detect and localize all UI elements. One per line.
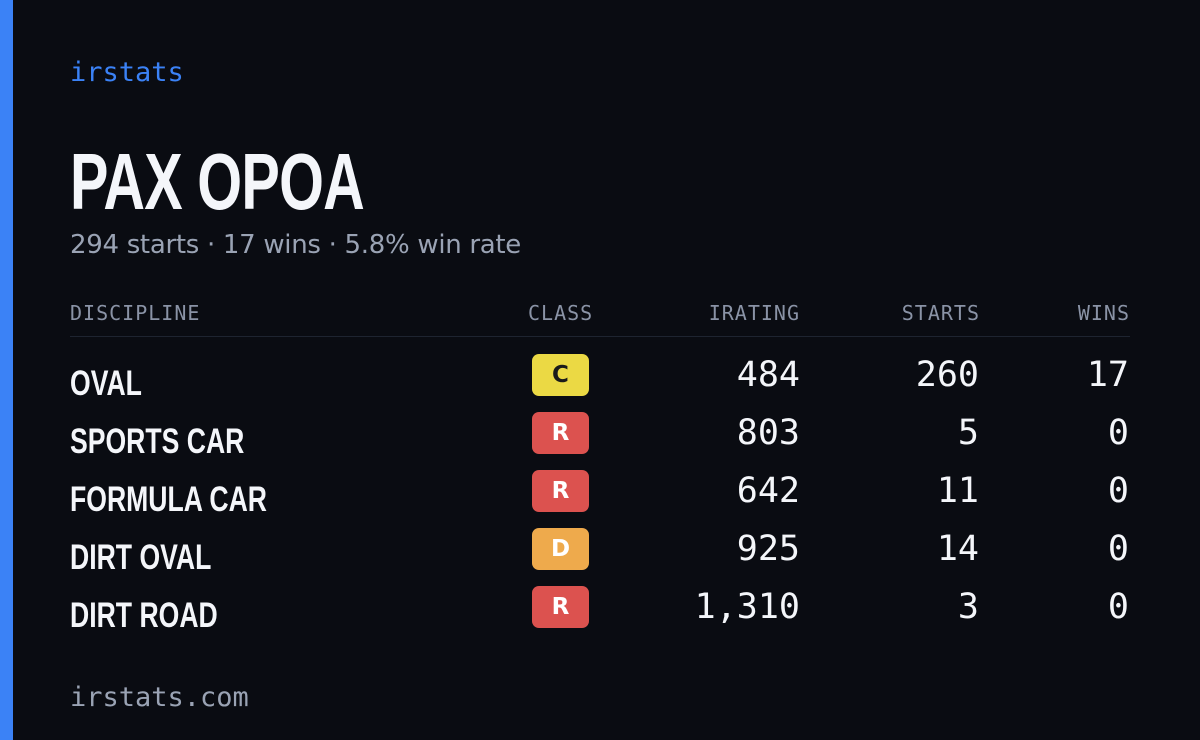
row-discipline: OVAL bbox=[70, 364, 142, 403]
accent-bar bbox=[0, 0, 13, 740]
table-row: DIRT ROAD R 1,310 3 0 bbox=[70, 586, 1130, 644]
row-irating: 1,310 bbox=[694, 587, 800, 627]
table-header: DISCIPLINE CLASS IRATING STARTS WINS bbox=[70, 298, 1130, 337]
row-irating: 803 bbox=[736, 413, 800, 453]
class-badge: C bbox=[532, 354, 589, 396]
row-wins: 0 bbox=[1107, 529, 1129, 569]
header-discipline: DISCIPLINE bbox=[70, 301, 201, 325]
footer-url: irstats.com bbox=[70, 682, 249, 713]
brand-logo-text: irstats bbox=[70, 57, 184, 88]
row-starts: 5 bbox=[957, 413, 979, 453]
header-wins: WINS bbox=[1077, 301, 1130, 325]
player-name: PAX OPOA bbox=[70, 137, 365, 226]
row-irating: 484 bbox=[736, 355, 800, 395]
class-badge: R bbox=[532, 412, 589, 454]
row-starts: 3 bbox=[957, 587, 979, 627]
table-row: DIRT OVAL D 925 14 0 bbox=[70, 528, 1130, 586]
class-badge: R bbox=[532, 470, 589, 512]
class-badge: R bbox=[532, 586, 589, 628]
row-wins: 0 bbox=[1107, 413, 1129, 453]
row-starts: 14 bbox=[936, 529, 979, 569]
row-irating: 642 bbox=[736, 471, 800, 511]
row-discipline: FORMULA CAR bbox=[70, 480, 268, 519]
row-starts: 260 bbox=[915, 355, 979, 395]
class-badge: D bbox=[532, 528, 589, 570]
row-discipline: SPORTS CAR bbox=[70, 422, 245, 461]
row-irating: 925 bbox=[736, 529, 800, 569]
row-starts: 11 bbox=[936, 471, 979, 511]
row-discipline: DIRT ROAD bbox=[70, 596, 218, 635]
row-wins: 17 bbox=[1086, 355, 1129, 395]
row-wins: 0 bbox=[1107, 471, 1129, 511]
table-row: SPORTS CAR R 803 5 0 bbox=[70, 412, 1130, 470]
header-starts: STARTS bbox=[901, 301, 980, 325]
row-discipline: DIRT OVAL bbox=[70, 538, 212, 577]
header-class: CLASS bbox=[528, 301, 594, 325]
row-wins: 0 bbox=[1107, 587, 1129, 627]
header-irating: IRATING bbox=[708, 301, 800, 325]
table-row: OVAL C 484 260 17 bbox=[70, 354, 1130, 412]
player-summary: 294 starts · 17 wins · 5.8% win rate bbox=[70, 230, 522, 260]
table-row: FORMULA CAR R 642 11 0 bbox=[70, 470, 1130, 528]
